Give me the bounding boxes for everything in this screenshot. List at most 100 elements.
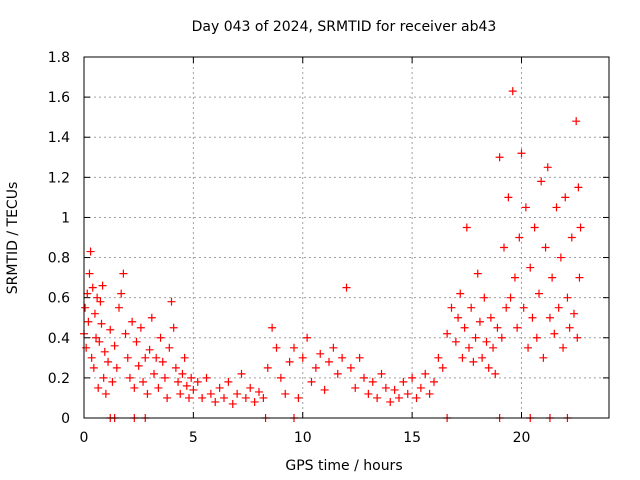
data-point [108, 377, 117, 386]
data-point [123, 353, 132, 362]
data-point [150, 369, 158, 378]
data-point [89, 363, 98, 372]
data-point [95, 337, 104, 346]
data-point [115, 303, 123, 312]
data-point [224, 377, 233, 386]
data-point [574, 183, 583, 192]
data-point [147, 313, 156, 322]
data-point [465, 343, 473, 352]
y-tick-label: 0.6 [48, 291, 70, 307]
plot-frame [83, 56, 610, 419]
data-point [187, 373, 196, 382]
data-point [104, 357, 113, 366]
data-point [272, 343, 281, 352]
y-tick-label: 0.4 [48, 331, 70, 347]
data-point [573, 333, 582, 342]
data-point [458, 353, 467, 362]
data-point [81, 303, 90, 312]
data-point [535, 289, 543, 298]
data-point [160, 373, 169, 382]
data-point [473, 269, 482, 278]
data-point [90, 309, 99, 318]
data-point [373, 393, 382, 402]
data-point [486, 313, 495, 322]
y-tick-label: 0.8 [48, 251, 70, 267]
y-tick-label: 1.6 [48, 90, 70, 106]
data-point [82, 343, 91, 352]
data-point [93, 293, 102, 302]
data-point [165, 343, 174, 352]
ticks: 0 0.2 0.4 0.6 0.8 1 1.2 1.4 1.6 1.8 0 5 10 15 20 [48, 50, 609, 446]
data-point [176, 389, 185, 398]
data-point [565, 323, 574, 332]
data-point [167, 297, 176, 306]
data-point [480, 293, 489, 302]
data-point [110, 341, 119, 350]
data-point [338, 353, 347, 362]
data-point [403, 389, 412, 398]
data-point [87, 353, 96, 362]
data-point [193, 377, 202, 386]
x-axis-label: GPS time / hours [285, 458, 402, 474]
data-point [416, 383, 425, 392]
data-point [185, 393, 193, 402]
data-point [320, 385, 329, 394]
data-point [276, 373, 285, 382]
data-point [316, 349, 325, 358]
data-point [285, 357, 294, 366]
data-point [136, 323, 145, 332]
x-tick-label: 5 [189, 430, 198, 446]
data-point [495, 153, 504, 162]
data-point [451, 337, 460, 346]
data-point [158, 357, 167, 366]
data-point [263, 363, 272, 372]
data-point [246, 383, 255, 392]
data-point [543, 163, 552, 172]
y-tick-label: 1 [61, 210, 70, 226]
data-point [504, 193, 513, 202]
data-point [106, 325, 115, 334]
data-point [443, 329, 452, 338]
data-point [259, 393, 268, 402]
data-point [220, 393, 228, 402]
data-point [502, 303, 511, 312]
data-point [399, 377, 408, 386]
data-point [395, 393, 403, 402]
x-tick-label: 20 [513, 430, 531, 446]
data-point [425, 389, 434, 398]
data-point [307, 377, 316, 386]
data-point [294, 393, 303, 402]
data-point [460, 323, 469, 332]
data-point [171, 363, 180, 372]
data-point [211, 397, 220, 406]
data-point [189, 385, 198, 394]
data-point [430, 377, 438, 386]
data-point [329, 343, 338, 352]
data-point [524, 343, 533, 352]
data-point [561, 193, 570, 202]
data-point [182, 381, 191, 390]
data-point [268, 323, 277, 332]
data-point [493, 323, 502, 332]
data-point [513, 323, 522, 332]
data-point [250, 397, 259, 406]
data-point [475, 317, 484, 326]
data-point [98, 281, 107, 290]
data-point [134, 361, 143, 370]
data-point [83, 289, 92, 298]
data-point [101, 389, 110, 398]
data-point [198, 393, 207, 402]
data-point [290, 343, 298, 352]
data-point [510, 273, 519, 282]
x-tick-label: 0 [80, 430, 89, 446]
data-point [421, 369, 430, 378]
data-point [575, 273, 584, 282]
data-point [364, 389, 373, 398]
data-point [521, 203, 530, 212]
data-point [92, 333, 101, 342]
x-tick-label: 10 [294, 430, 312, 446]
data-point [117, 289, 126, 298]
data-point [346, 363, 355, 372]
data-point [541, 243, 550, 252]
